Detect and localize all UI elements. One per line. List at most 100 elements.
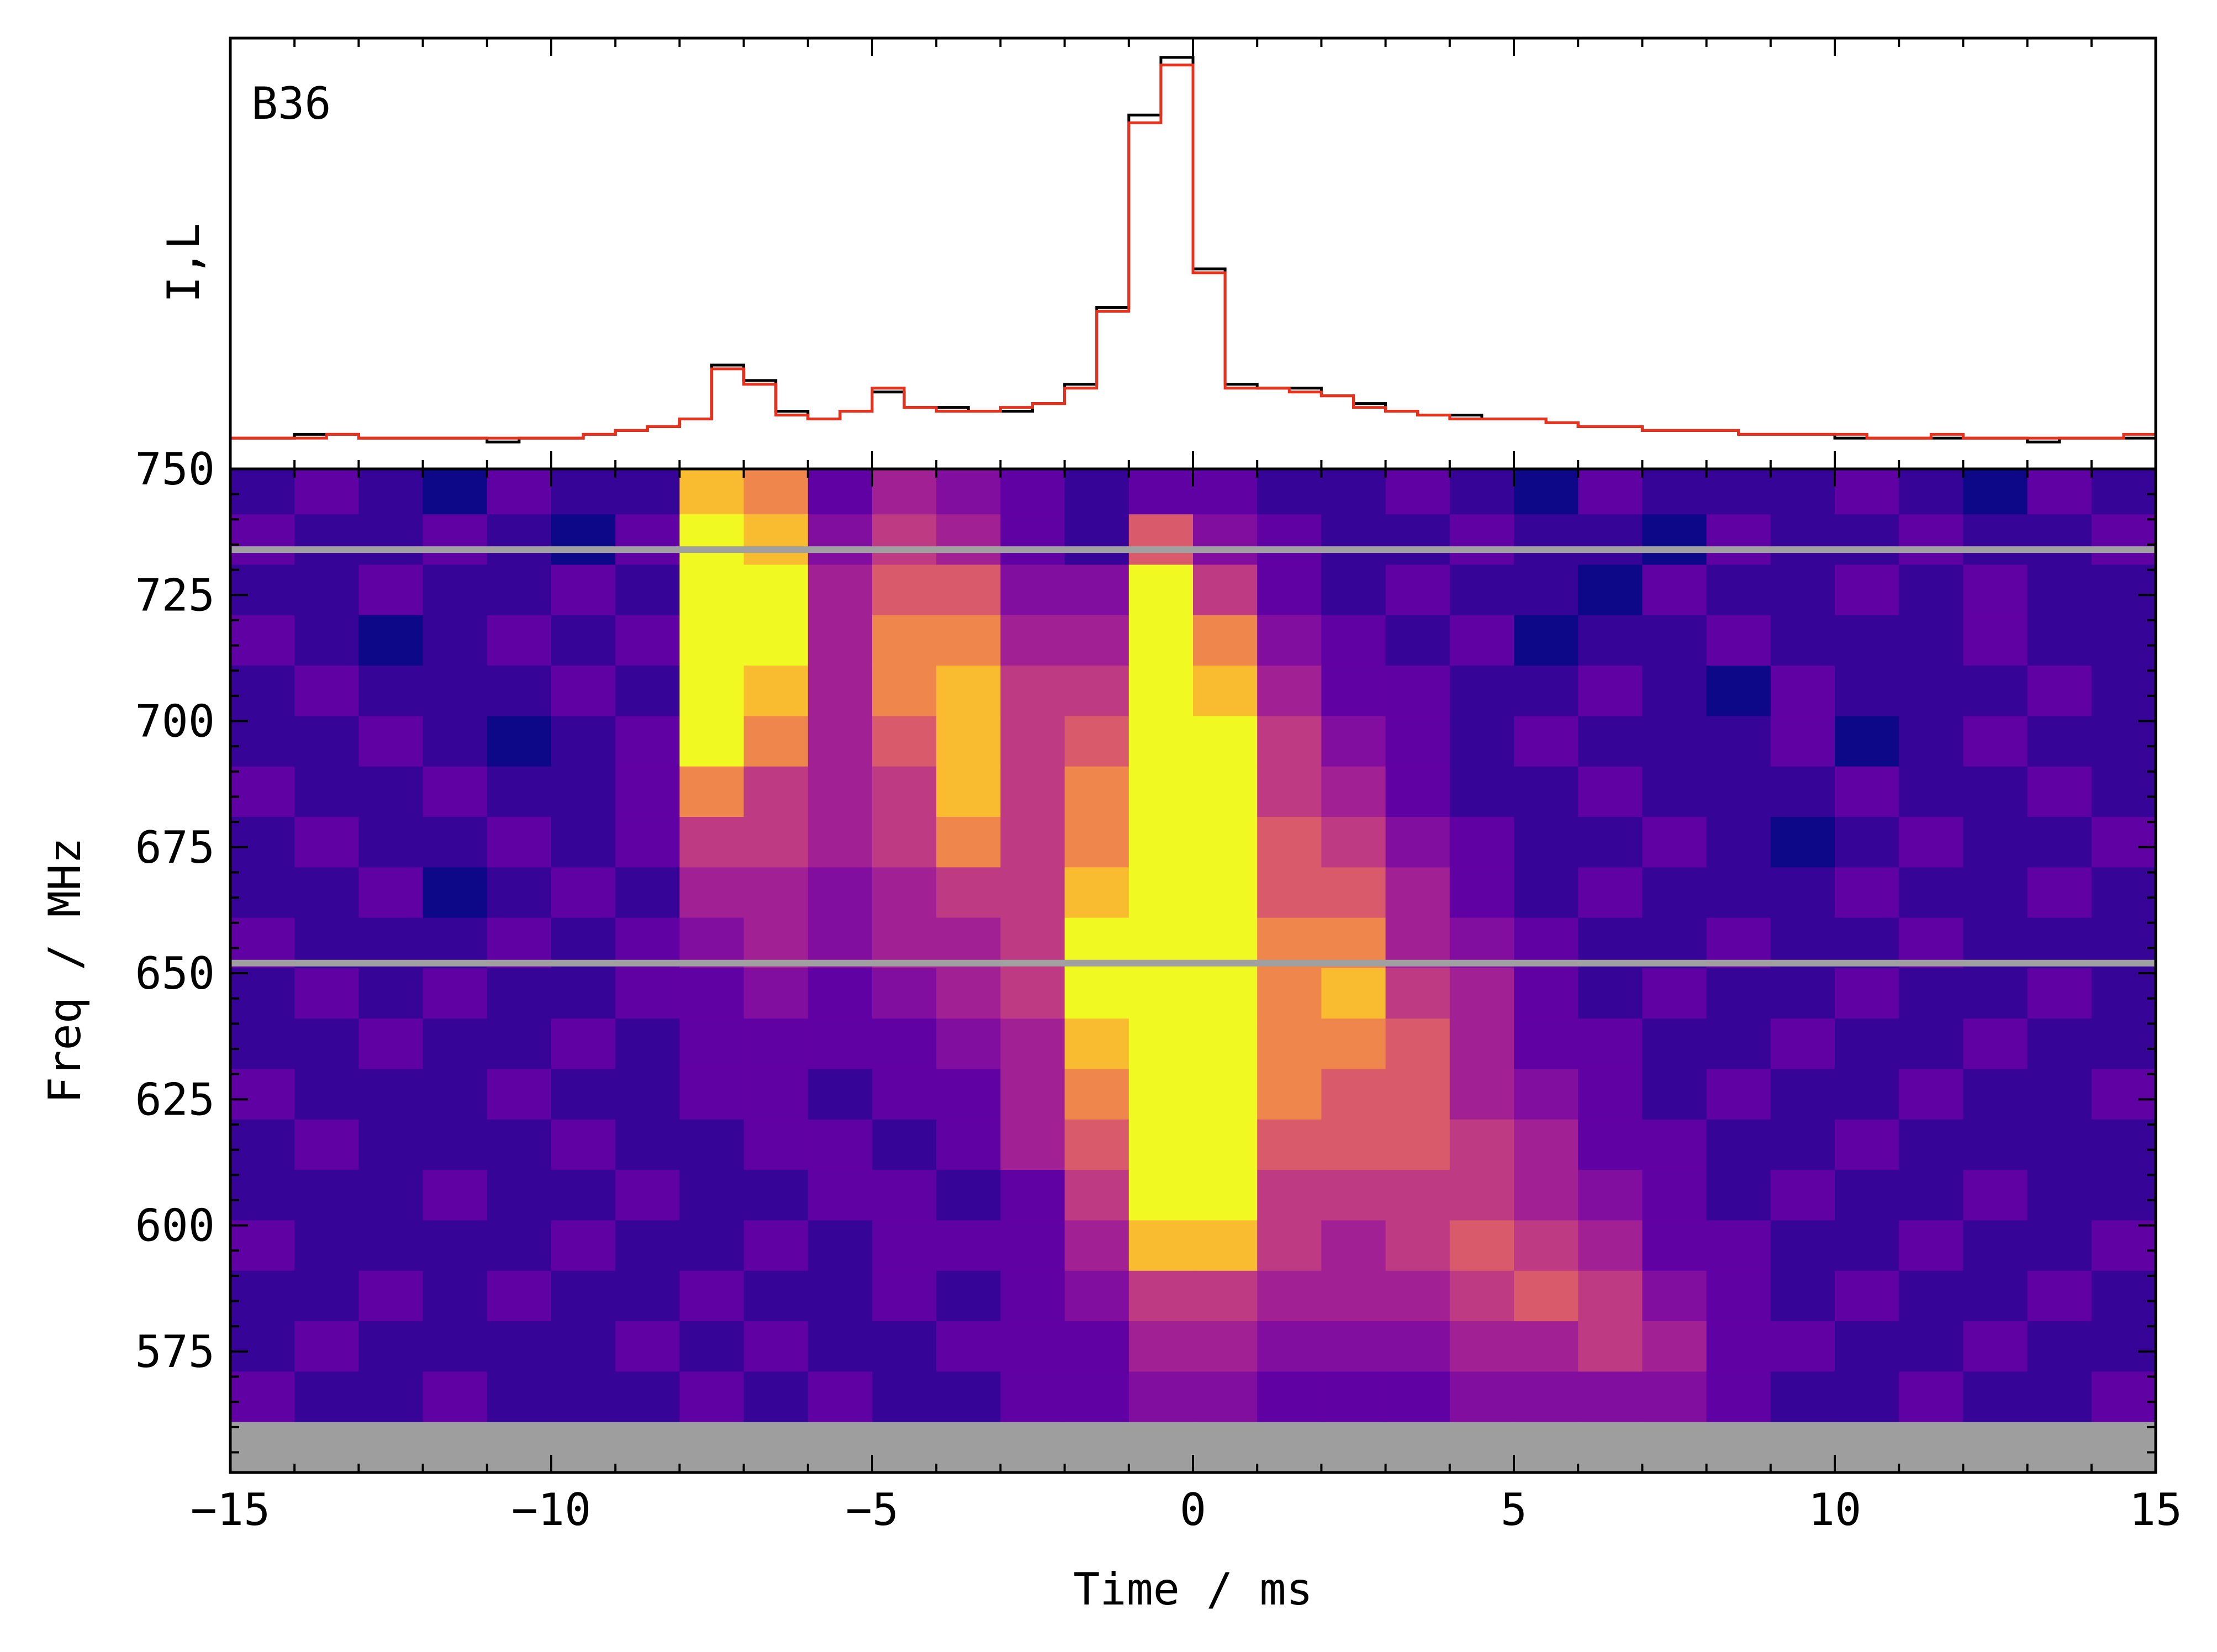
heatmap-cell — [1064, 1018, 1129, 1070]
heatmap-cell — [487, 666, 552, 716]
heatmap-cell — [487, 968, 552, 1019]
heatmap-cell — [1770, 968, 1835, 1019]
heatmap-cell — [1193, 1018, 1258, 1070]
heatmap-cell — [487, 716, 552, 767]
heatmap-cell — [1449, 1119, 1514, 1170]
heatmap-cell — [1193, 1321, 1258, 1372]
profile-line — [230, 64, 2156, 440]
heatmap-cell — [1193, 514, 1258, 565]
heatmap-cell — [1128, 968, 1194, 1019]
heatmap-cell — [294, 1069, 359, 1120]
heatmap-cell — [1385, 716, 1450, 767]
heatmap-cell — [1193, 766, 1258, 817]
heatmap-cell — [1835, 1270, 1899, 1322]
heatmap-cell — [1706, 716, 1771, 767]
heatmap-cell — [743, 1170, 809, 1221]
heatmap-cell — [1385, 1069, 1450, 1120]
heatmap-cell — [1770, 867, 1835, 919]
heatmap-cell — [423, 1119, 488, 1170]
heatmap-cell — [1899, 1422, 1963, 1472]
heatmap-cell — [1000, 867, 1065, 919]
heatmap-cell — [807, 1422, 873, 1472]
heatmap-cell — [1321, 1170, 1386, 1221]
heatmap-cell — [615, 469, 680, 515]
heatmap-cell — [1257, 1270, 1322, 1322]
heatmap-cell — [2091, 817, 2156, 868]
heatmap-cell — [358, 867, 424, 919]
heatmap-cell — [1385, 1371, 1450, 1423]
heatmap-cell — [1257, 716, 1322, 767]
heatmap-cell — [1128, 1220, 1194, 1271]
heatmap-cell — [487, 514, 552, 565]
heatmap-cell — [807, 1119, 873, 1170]
spectrum-frame — [229, 467, 2157, 1474]
y-tick-label: 600 — [135, 1200, 215, 1252]
heatmap-cell — [872, 666, 937, 716]
heatmap-cell — [1706, 615, 1771, 666]
heatmap-cell — [1449, 1371, 1514, 1423]
x-tick-label: 15 — [2129, 1484, 2182, 1535]
heatmap-cell — [230, 514, 295, 565]
heatmap-cell — [1193, 666, 1258, 716]
heatmap-cell — [1321, 1069, 1386, 1120]
heatmap-cell — [358, 1018, 424, 1070]
heatmap-cell — [1642, 615, 1707, 666]
heatmap-cell — [1578, 817, 1643, 868]
heatmap-cell — [743, 1220, 809, 1271]
heatmap-cell — [1514, 1321, 1579, 1372]
heatmap-cell — [1385, 1170, 1450, 1221]
heatmap-cell — [230, 1270, 295, 1322]
heatmap-cell — [294, 716, 359, 767]
heatmap-cell — [1963, 1018, 2028, 1070]
heatmap-cell — [294, 817, 359, 868]
heatmap-cell — [1193, 1170, 1258, 1221]
heatmap-cell — [1514, 1422, 1579, 1472]
heatmap-cell — [551, 1069, 616, 1120]
heatmap-cell — [423, 1069, 488, 1120]
heatmap-cell — [2027, 716, 2092, 767]
heatmap-cell — [1064, 469, 1129, 515]
heatmap-cell — [1706, 1069, 1771, 1120]
heatmap-cell — [551, 716, 616, 767]
heatmap-cell — [615, 766, 680, 817]
heatmap-cell — [294, 666, 359, 716]
heatmap-cell — [1000, 564, 1065, 616]
heatmap-cell — [1257, 1220, 1322, 1271]
heatmap-cell — [1128, 1018, 1194, 1070]
heatmap-cell — [230, 817, 295, 868]
heatmap-cell — [743, 817, 809, 868]
heatmap-cell — [1128, 1422, 1194, 1472]
heatmap-cell — [2027, 968, 2092, 1019]
heatmap-cell — [1385, 564, 1450, 616]
heatmap-cell — [1514, 867, 1579, 919]
heatmap-cell — [1449, 1069, 1514, 1120]
heatmap-cell — [615, 716, 680, 767]
heatmap-cell — [1514, 1119, 1579, 1170]
heatmap-cell — [1193, 817, 1258, 868]
heatmap-cell — [1835, 1371, 1899, 1423]
heatmap-cell — [1514, 469, 1579, 515]
heatmap-cell — [230, 1321, 295, 1372]
heatmap-cell — [2091, 615, 2156, 666]
heatmap-cell — [1449, 1422, 1514, 1472]
heatmap-cell — [1770, 1270, 1835, 1322]
heatmap-cell — [2027, 1018, 2092, 1070]
heatmap-cell — [2027, 1422, 2092, 1472]
profile-panel — [230, 56, 2156, 444]
heatmap-cell — [551, 615, 616, 666]
heatmap-cell — [294, 514, 359, 565]
heatmap-cell — [294, 766, 359, 817]
heatmap-cell — [358, 1220, 424, 1271]
heatmap-cell — [679, 766, 745, 817]
heatmap-cell — [615, 1321, 680, 1372]
heatmap-cell — [1449, 1270, 1514, 1322]
heatmap-cell — [872, 514, 937, 565]
heatmap-cell — [1257, 1069, 1322, 1120]
heatmap-cell — [1899, 1220, 1963, 1271]
heatmap-cell — [423, 514, 488, 565]
heatmap-cell — [1835, 1170, 1899, 1221]
heatmap-cell — [743, 1069, 809, 1120]
heatmap-cell — [1128, 1069, 1194, 1120]
heatmap-cell — [615, 564, 680, 616]
heatmap-cell — [551, 968, 616, 1019]
